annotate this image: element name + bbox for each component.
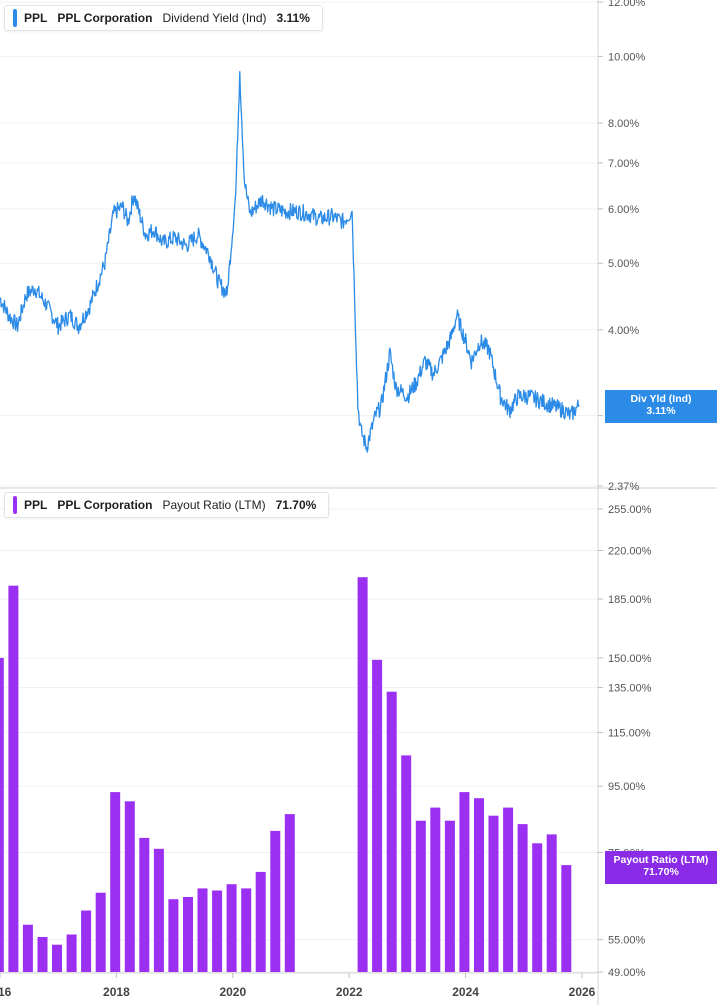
- payout-bar[interactable]: [474, 798, 484, 972]
- y-tick-label: 4.00%: [608, 325, 639, 337]
- y-tick-label: 55.00%: [608, 935, 646, 947]
- payout-bar[interactable]: [357, 577, 368, 972]
- payout-bar[interactable]: [444, 820, 455, 972]
- payout-bar[interactable]: [183, 897, 193, 972]
- payout-bar[interactable]: [488, 815, 499, 972]
- payout-bar[interactable]: [517, 824, 528, 972]
- x-tick-label: 2024: [452, 985, 479, 999]
- x-tick-label: 2026: [569, 985, 596, 999]
- x-tick-label: 16: [0, 985, 12, 999]
- payout-bar[interactable]: [168, 899, 179, 972]
- y-tick-label: 150.00%: [608, 653, 652, 665]
- y-tick-label: 8.00%: [608, 118, 639, 130]
- payout-bar[interactable]: [401, 755, 412, 972]
- legend-value: 3.11%: [276, 11, 310, 25]
- y-tick-label: 6.00%: [608, 204, 639, 216]
- payout-bar[interactable]: [459, 792, 470, 972]
- y-tick-label: 185.00%: [608, 594, 652, 606]
- payout-bar[interactable]: [110, 792, 121, 972]
- legend-metric: Dividend Yield (Ind): [162, 11, 267, 25]
- payout-bar[interactable]: [139, 837, 150, 972]
- current-yield-tag: Div Yld (Ind) 3.11%: [605, 390, 717, 423]
- payout-bar[interactable]: [372, 659, 383, 972]
- x-tick-label: 2020: [219, 985, 246, 999]
- payout-bar[interactable]: [284, 814, 295, 972]
- x-tick-label: 2018: [103, 985, 130, 999]
- bottom-y-axis: 49.00%55.00%75.00%95.00%115.00%135.00%15…: [598, 504, 652, 979]
- payout-bar[interactable]: [197, 888, 208, 972]
- payout-bar[interactable]: [255, 871, 266, 972]
- payout-bar[interactable]: [532, 843, 543, 972]
- payout-bars: [0, 577, 572, 973]
- x-axis: 16 2018 2020 2022 2024 2026: [0, 972, 598, 999]
- y-tick-label: 7.00%: [608, 158, 639, 170]
- y-tick-label: 5.00%: [608, 258, 639, 270]
- payout-bar[interactable]: [66, 934, 77, 973]
- payout-bar[interactable]: [270, 830, 281, 972]
- y-tick-label: 2.37%: [608, 481, 639, 493]
- legend-company: PPL Corporation: [57, 498, 153, 512]
- legend-ticker: PPL: [24, 498, 48, 512]
- payout-bar[interactable]: [81, 910, 92, 973]
- y-tick-label: 255.00%: [608, 504, 652, 516]
- payout-bar[interactable]: [124, 801, 135, 972]
- payout-bar[interactable]: [52, 944, 62, 972]
- y-tick-label: 12.00%: [608, 0, 646, 9]
- current-payout-tag: Payout Ratio (LTM) 71.70%: [605, 851, 717, 884]
- y-tick-label: 10.00%: [608, 51, 646, 63]
- payout-bar[interactable]: [241, 888, 252, 972]
- payout-bar[interactable]: [430, 807, 441, 972]
- y-tick-label: 49.00%: [608, 967, 646, 979]
- x-tick-label: 2022: [336, 985, 363, 999]
- y-tick-label: 220.00%: [608, 545, 652, 557]
- legend-value: 71.70%: [275, 498, 317, 512]
- payout-bar[interactable]: [386, 691, 397, 972]
- tag-label: Payout Ratio (LTM): [613, 854, 709, 866]
- bar-swatch: [13, 496, 17, 514]
- top-legend[interactable]: PPL PPL Corporation Dividend Yield (Ind)…: [4, 5, 323, 31]
- payout-bar[interactable]: [212, 890, 223, 973]
- legend-ticker: PPL: [24, 11, 48, 25]
- payout-bar[interactable]: [503, 807, 514, 972]
- legend-company: PPL Corporation: [57, 11, 153, 25]
- y-tick-label: 135.00%: [608, 683, 652, 695]
- payout-bar[interactable]: [153, 848, 164, 972]
- bottom-legend[interactable]: PPL PPL Corporation Payout Ratio (LTM) 7…: [4, 492, 330, 518]
- payout-bar[interactable]: [95, 892, 106, 972]
- payout-bar[interactable]: [37, 937, 48, 972]
- tag-value: 3.11%: [646, 405, 676, 417]
- legend-metric: Payout Ratio (LTM): [162, 498, 266, 512]
- tag-value: 71.70%: [643, 866, 679, 878]
- y-tick-label: 95.00%: [608, 781, 646, 793]
- payout-bar[interactable]: [22, 924, 33, 972]
- y-tick-label: 115.00%: [608, 728, 651, 740]
- dividend-yield-line: [0, 71, 580, 453]
- payout-bar[interactable]: [8, 585, 19, 972]
- payout-bar[interactable]: [0, 657, 4, 972]
- tag-label: Div Yld (Ind): [630, 393, 692, 405]
- payout-bar[interactable]: [546, 834, 557, 972]
- payout-bar[interactable]: [226, 884, 237, 972]
- top-chart-grid: [0, 1, 598, 487]
- payout-bar[interactable]: [561, 865, 572, 972]
- line-swatch: [13, 9, 17, 27]
- payout-bar[interactable]: [415, 820, 426, 972]
